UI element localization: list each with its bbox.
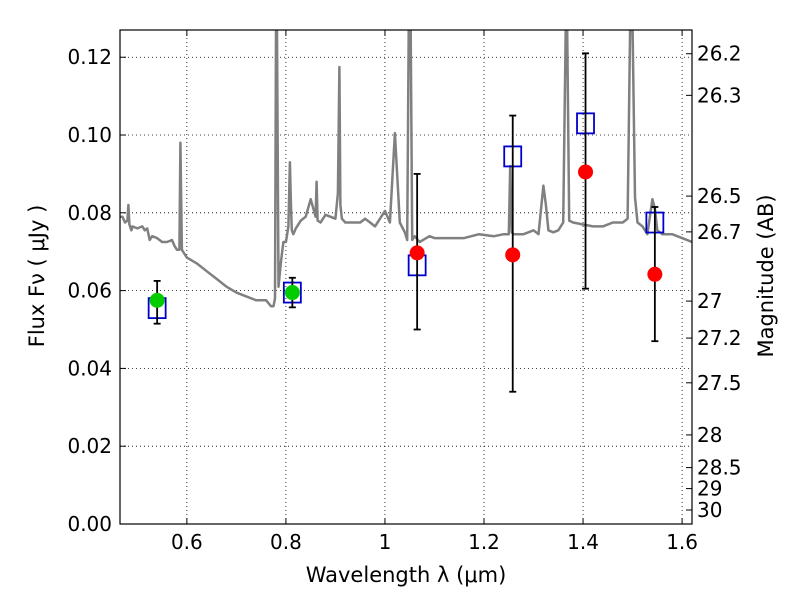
y2-tick-label: 26.5 (697, 184, 742, 208)
x-tick-label: 1.2 (468, 530, 500, 554)
y-tick-label: 0.08 (67, 201, 112, 225)
upper-limit-point (578, 164, 594, 180)
y2-tick-label: 27.5 (697, 371, 742, 395)
plot-series (120, 30, 692, 393)
x-tick-label: 1.4 (567, 530, 599, 554)
y2-tick-label: 26.3 (697, 83, 742, 107)
y2-tick-label: 28.5 (697, 456, 742, 480)
ticks: 0.6 0.8 1 1.2 1.4 1.6 0.00 0.02 0.04 0.06 0.08 0.10… (67, 30, 742, 554)
x-tick-label: 1.6 (666, 530, 698, 554)
upper-limit-point (409, 245, 425, 261)
y2-tick-label: 26.2 (697, 42, 742, 66)
detection-point (284, 285, 300, 301)
x-tick-label: 0.8 (270, 530, 302, 554)
y-tick-label: 0.02 (67, 434, 112, 458)
y-tick-label: 0.10 (67, 123, 112, 147)
x-tick-label: 1 (379, 530, 392, 554)
plot-frame (119, 29, 693, 525)
y2-tick-label: 29 (697, 477, 722, 501)
y2-tick-label: 30 (697, 498, 722, 522)
y-tick-label: 0.00 (67, 512, 112, 536)
grid (120, 30, 692, 525)
upper-limit-point (505, 247, 521, 263)
y2-axis-label: Magnitude (AB) (754, 194, 778, 357)
y-tick-label: 0.06 (67, 279, 112, 303)
y2-tick-label: 26.7 (697, 220, 742, 244)
y-tick-label: 0.04 (67, 356, 112, 380)
y2-tick-label: 27 (697, 289, 722, 313)
y2-tick-label: 28 (697, 423, 722, 447)
x-tick-label: 0.6 (171, 530, 203, 554)
y-tick-label: 0.12 (67, 45, 112, 69)
y-axis-label: Flux Fν ( μJy ) (25, 205, 49, 348)
y2-tick-label: 27.2 (697, 326, 742, 350)
axes-frame (119, 29, 693, 525)
spectrum-line (120, 30, 692, 308)
x-axis-label: Wavelength λ (μm) (306, 563, 507, 587)
detection-point (149, 292, 165, 308)
upper-limit-point (647, 266, 663, 282)
